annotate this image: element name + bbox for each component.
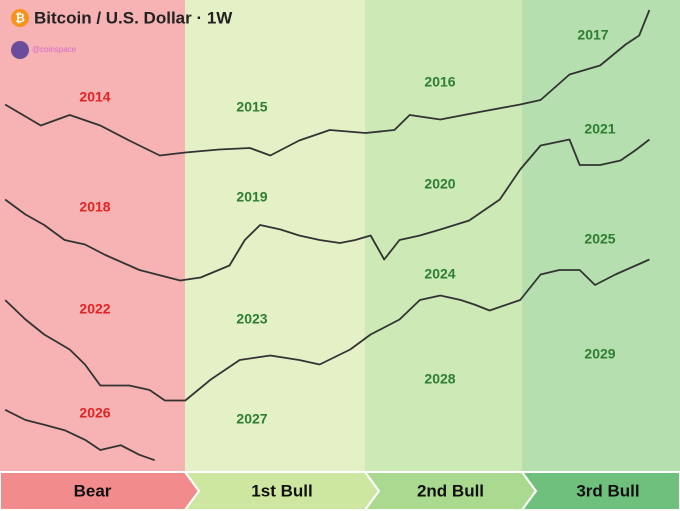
author-avatar	[11, 41, 29, 59]
phase-label: 1st Bull	[251, 481, 312, 500]
price-line	[4, 138, 650, 282]
phase-background	[185, 0, 365, 472]
year-label: 2015	[236, 99, 267, 115]
year-label: 2018	[79, 199, 110, 215]
year-label: 2014	[79, 89, 110, 105]
price-line	[4, 9, 651, 157]
bitcoin-symbol: ₿	[15, 11, 25, 25]
year-label: 2017	[577, 27, 608, 43]
phase-label: 3rd Bull	[576, 481, 639, 500]
year-label: 2027	[236, 411, 267, 427]
phase-background	[522, 0, 680, 472]
year-label: 2020	[424, 176, 455, 192]
phase-arrow	[520, 471, 680, 511]
phase-background	[0, 0, 185, 472]
price-line	[4, 408, 155, 462]
author: @coinspace	[32, 45, 77, 54]
plot: 2014 2015 2016 2017 2018 2019 2020 2021 2022 2023…	[4, 9, 651, 462]
year-label: 2019	[236, 189, 267, 205]
year-label: 2025	[584, 231, 615, 247]
year-label: 2023	[236, 311, 267, 327]
year-label: 2021	[584, 121, 615, 137]
year-label: 2026	[79, 405, 110, 421]
price-line	[4, 258, 650, 402]
year-label: 2016	[424, 74, 455, 90]
year-label: 2028	[424, 371, 455, 387]
year-label: 2022	[79, 301, 110, 317]
phase-label: Bear	[74, 481, 112, 500]
chart-title: Bitcoin / U.S. Dollar · 1W	[34, 8, 233, 27]
year-label: 2029	[584, 346, 615, 362]
year-label: 2024	[424, 266, 455, 282]
phase-background	[365, 0, 522, 472]
phase-label: 2nd Bull	[417, 481, 484, 500]
bitcoin-icon	[11, 9, 29, 27]
